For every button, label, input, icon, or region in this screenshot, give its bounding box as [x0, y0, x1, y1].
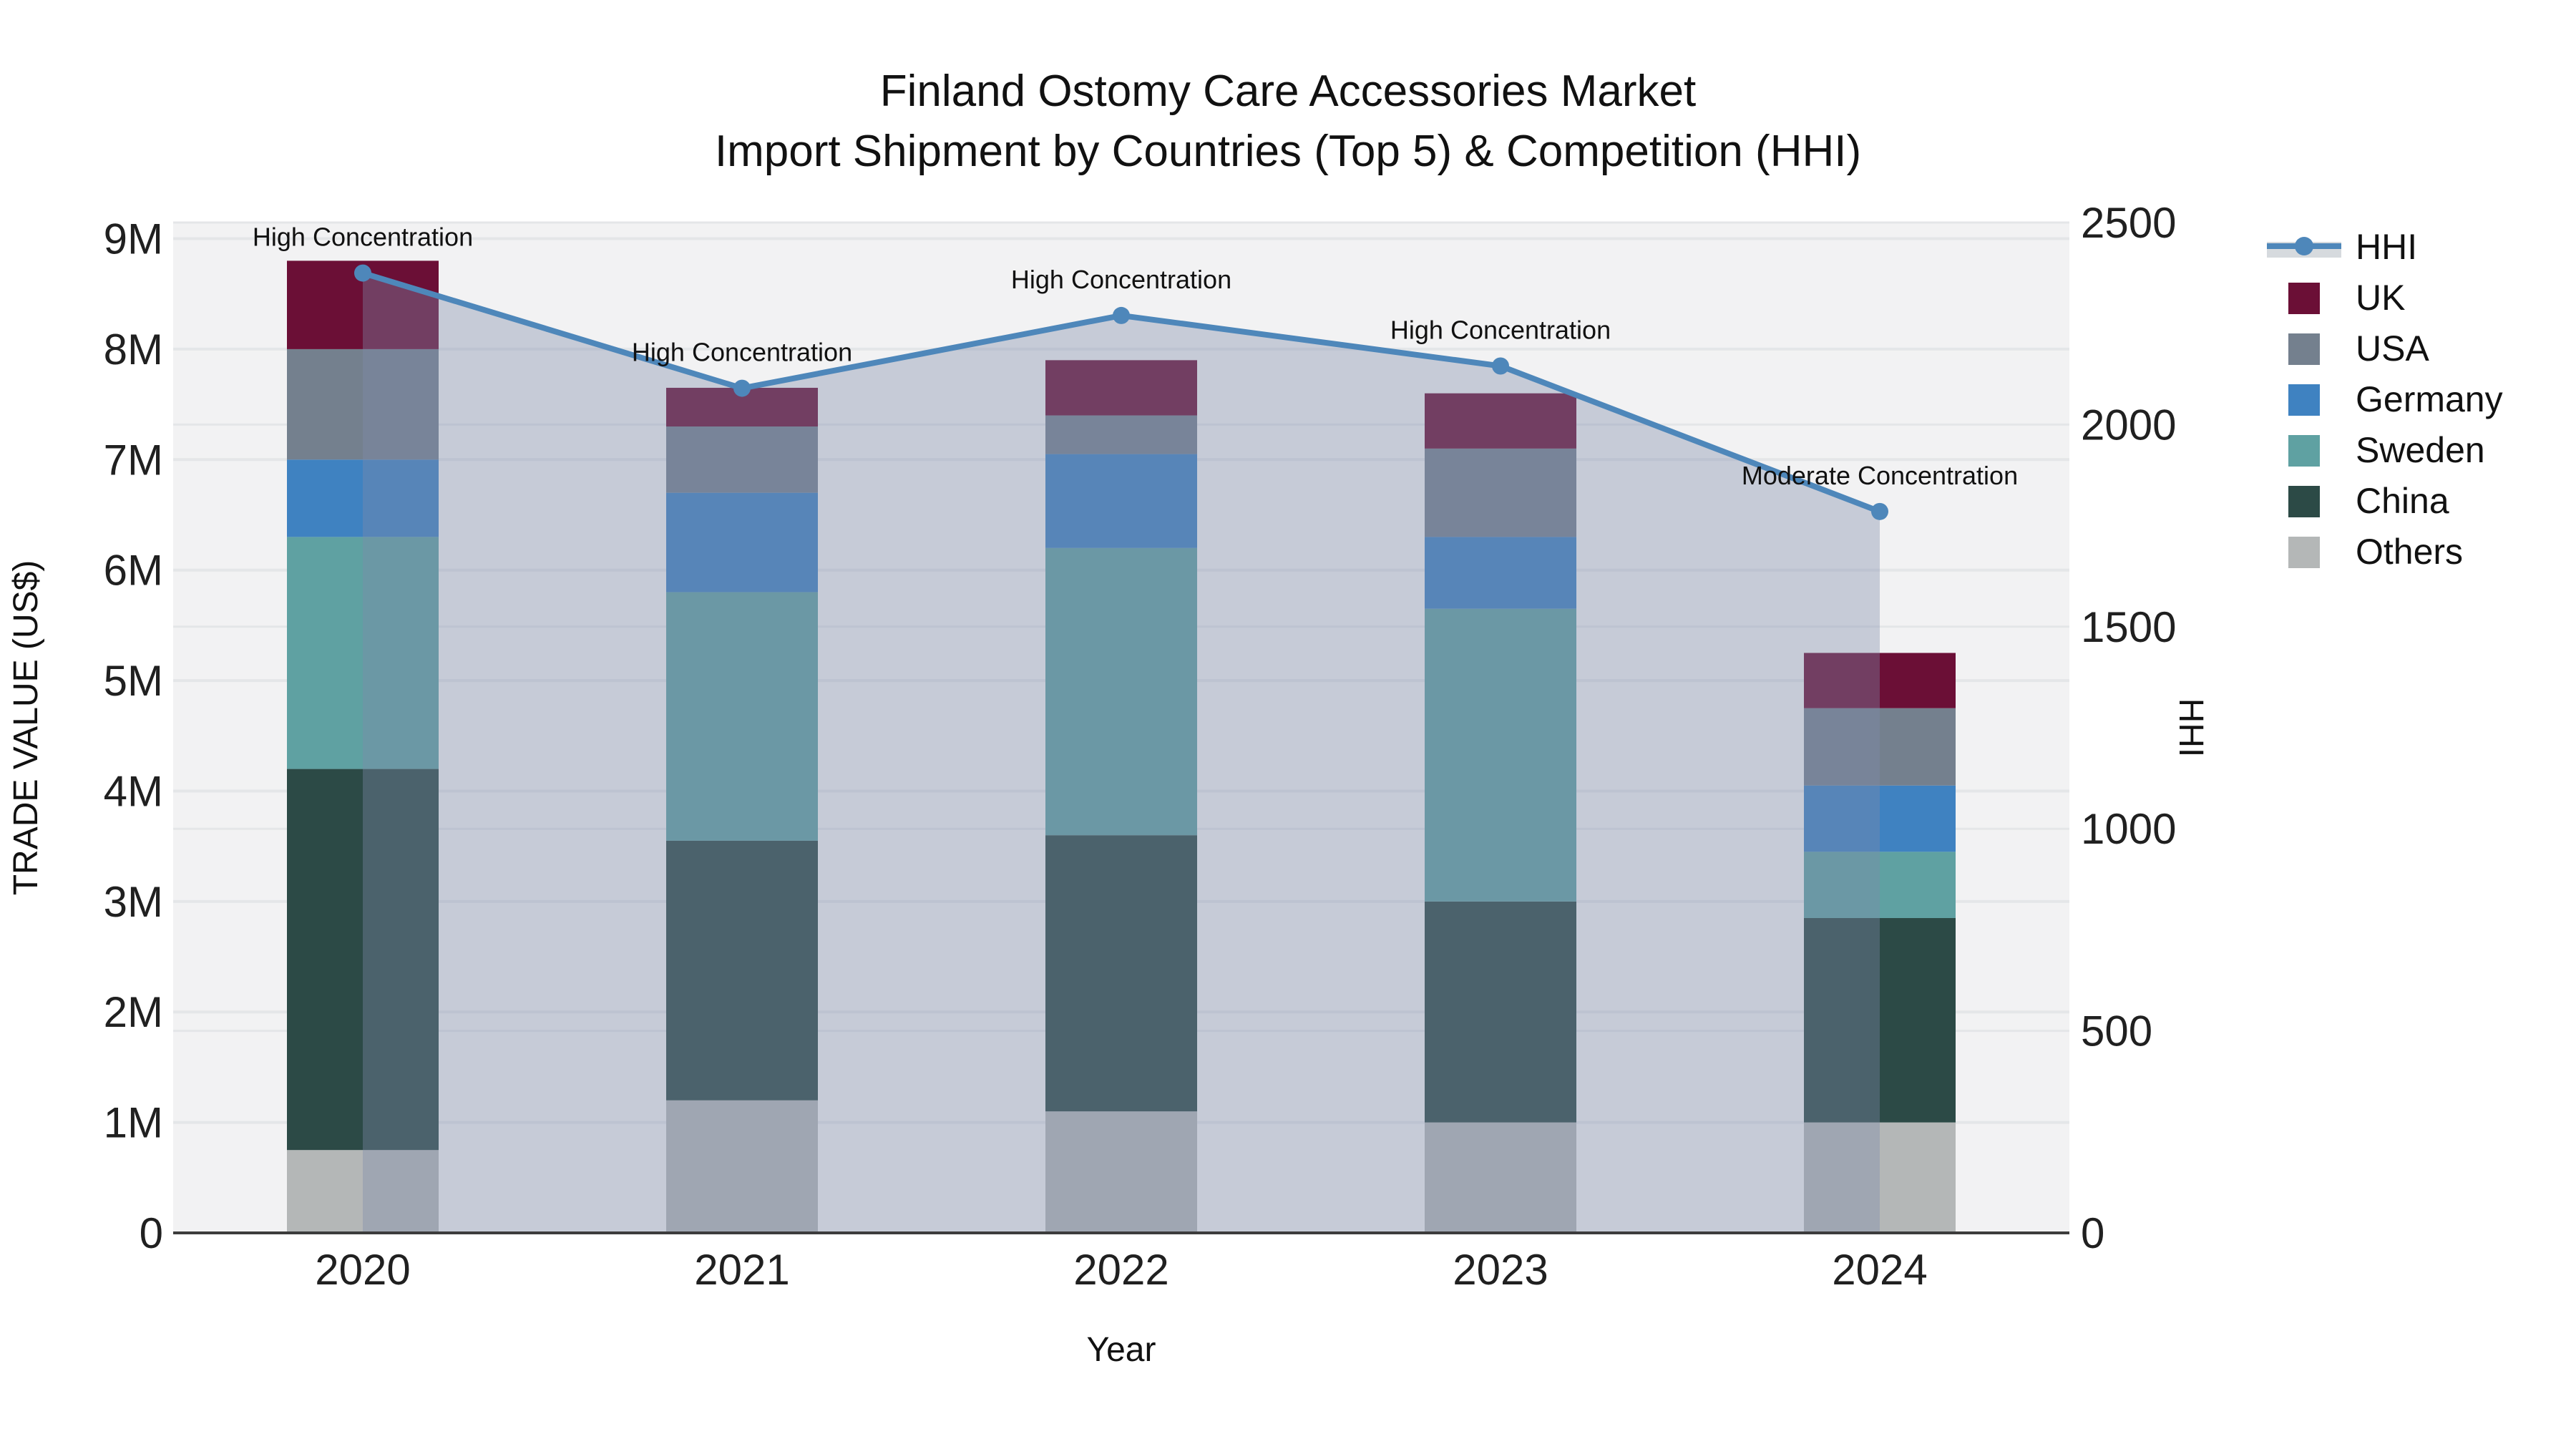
hhi-marker-2020[interactable] [354, 264, 371, 282]
y-right-tick-1500: 1500 [2081, 603, 2176, 651]
legend-label-others: Others [2356, 532, 2463, 572]
legend-label-china: China [2356, 481, 2449, 521]
bar-segment-germany-2022[interactable] [1045, 454, 1197, 548]
annotation-2022: High Concentration [1011, 265, 1231, 294]
legend-swatch-uk [2288, 283, 2320, 314]
x-axis-title: Year [1087, 1331, 1156, 1369]
bar-segment-uk-2023[interactable] [1425, 393, 1576, 449]
x-tick-2022: 2022 [1073, 1246, 1169, 1294]
bar-segment-others-2020[interactable] [287, 1150, 439, 1233]
hhi-marker-2024[interactable] [1871, 502, 1888, 520]
bar-segment-china-2023[interactable] [1425, 901, 1576, 1123]
bar-segment-china-2022[interactable] [1045, 835, 1197, 1112]
bar-segment-uk-2024[interactable] [1804, 653, 1956, 708]
legend-item-uk[interactable]: UK [2288, 278, 2405, 318]
bar-segment-others-2021[interactable] [666, 1100, 818, 1233]
legend-label-sweden: Sweden [2356, 430, 2485, 470]
y-left-tick-8M: 8M [104, 326, 163, 374]
legend-item-others[interactable]: Others [2288, 532, 2463, 572]
bar-segment-sweden-2023[interactable] [1425, 608, 1576, 902]
legend-swatch-usa [2288, 333, 2320, 365]
bar-segment-others-2024[interactable] [1804, 1122, 1956, 1233]
legend-label-germany: Germany [2356, 379, 2503, 419]
annotation-2023: High Concentration [1390, 316, 1611, 345]
x-tick-2024: 2024 [1832, 1246, 1927, 1294]
hhi-line [354, 264, 1888, 520]
hhi-marker-2022[interactable] [1113, 306, 1130, 324]
hhi-area-fill [363, 273, 1880, 1234]
bar-segment-china-2021[interactable] [666, 840, 818, 1101]
legend-label-uk: UK [2356, 278, 2405, 318]
y-left-tick-0: 0 [140, 1209, 163, 1257]
annotation-2021: High Concentration [632, 338, 852, 367]
hhi-marker-2021[interactable] [733, 379, 751, 397]
chart-title-line1: Finland Ostomy Care Accessories Market [880, 67, 1697, 116]
y-left-tick-5M: 5M [104, 657, 163, 705]
legend-item-usa[interactable]: USA [2288, 328, 2429, 369]
x-tick-2021: 2021 [694, 1246, 789, 1294]
bar-segment-china-2020[interactable] [287, 769, 439, 1151]
y-left-axis-title: TRADE VALUE (US$) [7, 560, 45, 896]
y-left-tick-4M: 4M [104, 767, 163, 815]
bar-segment-others-2023[interactable] [1425, 1122, 1576, 1233]
bar-segment-germany-2024[interactable] [1804, 785, 1956, 852]
y-right-tick-0: 0 [2081, 1209, 2104, 1257]
bar-segment-usa-2023[interactable] [1425, 448, 1576, 537]
axis-tick-labels: 0 1M 2M 3M 4M 5M 6M 7M 8M 9M 0 500 1000 1500 2000 2500 2… [104, 199, 2177, 1294]
bar-segment-usa-2024[interactable] [1804, 708, 1956, 786]
hhi-marker-2023[interactable] [1492, 357, 1509, 375]
bar-segment-germany-2021[interactable] [666, 492, 818, 592]
bar-segment-others-2022[interactable] [1045, 1111, 1197, 1233]
annotation-2020: High Concentration [253, 223, 473, 252]
y-right-tick-1000: 1000 [2081, 805, 2176, 853]
legend-item-germany[interactable]: Germany [2288, 379, 2503, 419]
bar-segment-sweden-2022[interactable] [1045, 547, 1197, 836]
bar-segment-china-2024[interactable] [1804, 918, 1956, 1123]
y-right-tick-2000: 2000 [2081, 401, 2176, 449]
bar-segment-germany-2020[interactable] [287, 459, 439, 537]
legend-swatch-germany [2288, 384, 2320, 416]
bar-segment-sweden-2021[interactable] [666, 592, 818, 841]
legend-item-sweden[interactable]: Sweden [2288, 430, 2485, 470]
annotations: High Concentration High Concentration High… [253, 223, 2018, 490]
y-left-tick-6M: 6M [104, 547, 163, 595]
bar-segment-sweden-2024[interactable] [1804, 852, 1956, 919]
legend-swatch-china [2288, 486, 2320, 517]
y-left-tick-2M: 2M [104, 988, 163, 1036]
y-left-tick-9M: 9M [104, 215, 163, 263]
legend-swatch-others [2288, 537, 2320, 568]
legend-swatch-sweden [2288, 435, 2320, 467]
y-right-tick-2500: 2500 [2081, 199, 2176, 247]
y-right-axis-title: HHI [2172, 698, 2210, 758]
legend-hhi-marker [2295, 237, 2313, 255]
bar-segment-usa-2020[interactable] [287, 348, 439, 460]
legend-label-hhi: HHI [2356, 227, 2417, 267]
bar-segment-sweden-2020[interactable] [287, 537, 439, 769]
stacked-bars [287, 260, 1956, 1233]
hhi-area [363, 273, 1880, 1234]
legend-item-china[interactable]: China [2288, 481, 2449, 521]
x-tick-2020: 2020 [315, 1246, 410, 1294]
bar-segment-germany-2023[interactable] [1425, 537, 1576, 609]
legend-item-hhi[interactable]: HHI [2267, 227, 2417, 267]
bar-segment-uk-2022[interactable] [1045, 360, 1197, 416]
annotation-2024: Moderate Concentration [1742, 461, 2018, 490]
y-left-tick-3M: 3M [104, 878, 163, 926]
chart-title-line2: Import Shipment by Countries (Top 5) & C… [715, 127, 1861, 176]
bar-segment-usa-2022[interactable] [1045, 415, 1197, 454]
legend: HHI UK USA Germany Sweden China Others [2267, 227, 2503, 572]
y-right-tick-500: 500 [2081, 1008, 2152, 1055]
y-left-tick-1M: 1M [104, 1099, 163, 1147]
y-left-tick-7M: 7M [104, 436, 163, 484]
legend-label-usa: USA [2356, 328, 2429, 369]
x-tick-2023: 2023 [1453, 1246, 1548, 1294]
bar-segment-usa-2021[interactable] [666, 426, 818, 493]
